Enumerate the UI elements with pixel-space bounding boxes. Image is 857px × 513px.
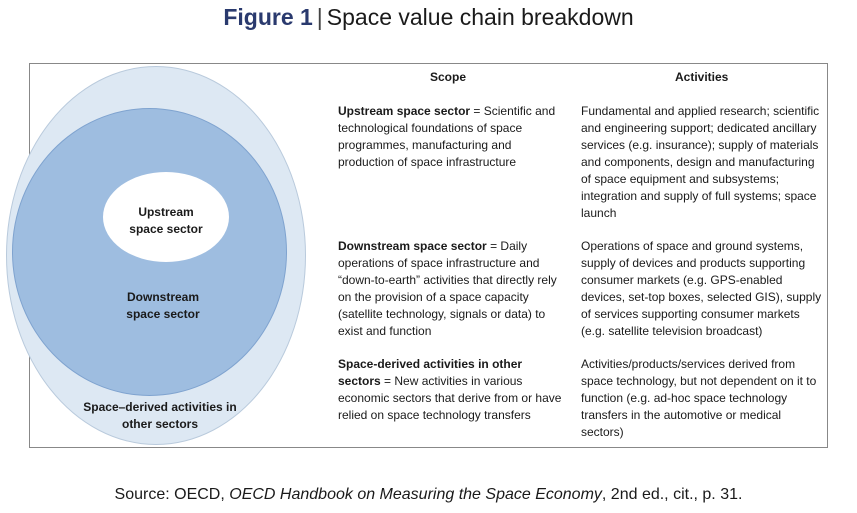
figure-number: Figure 1 (223, 4, 313, 30)
space-derived-label-line2: other sectors (121, 417, 199, 431)
figure-caption: Space value chain breakdown (326, 4, 634, 30)
source-book-title: OECD Handbook on Measuring the Space Eco… (229, 486, 602, 503)
upstream-label-line1: Upstream (138, 205, 194, 219)
source-note: Source: OECD, OECD Handbook on Measuring… (0, 486, 857, 504)
title-separator: | (316, 4, 323, 30)
downstream-label: Downstream space sector (78, 289, 248, 323)
scope-downstream: Downstream space sector = Daily operatio… (338, 238, 568, 340)
scope-downstream-term: Downstream space sector (338, 239, 487, 253)
upstream-label: Upstream space sector (103, 204, 229, 238)
space-derived-label: Space–derived activities in other sector… (60, 399, 260, 433)
downstream-label-line1: Downstream (126, 290, 200, 304)
downstream-label-line2: space sector (126, 307, 200, 321)
figure-title: Figure 1 | Space value chain breakdown (0, 4, 857, 31)
activities-space-derived: Activities/products/services derived fro… (581, 357, 817, 439)
upstream-ellipse (103, 172, 229, 262)
scope-upstream-term: Upstream space sector (338, 104, 471, 118)
source-suffix: , 2nd ed., cit., p. 31. (601, 486, 743, 503)
activities-upstream: Fundamental and applied research; scient… (581, 104, 820, 220)
scope-upstream-definition: = Scientific and technological foundatio… (338, 104, 556, 169)
scope-downstream-definition: = Daily operations of space infrastructu… (338, 239, 557, 338)
scope-header: Scope (430, 70, 467, 84)
scope-space-derived: Space-derived activities in other sector… (338, 356, 568, 424)
upstream-label-line2: space sector (129, 222, 203, 236)
scope-space-derived-definition: = New activities in various economic sec… (338, 374, 562, 422)
activities-header: Activities (675, 70, 729, 84)
source-prefix: Source: OECD, (114, 486, 230, 503)
activities-downstream: Operations of space and ground systems, … (581, 239, 822, 338)
scope-upstream: Upstream space sector = Scientific and t… (338, 103, 568, 171)
space-derived-label-line1: Space–derived activities in (83, 400, 237, 414)
scope-space-derived-term: Space-derived activities in other sector… (338, 357, 523, 388)
